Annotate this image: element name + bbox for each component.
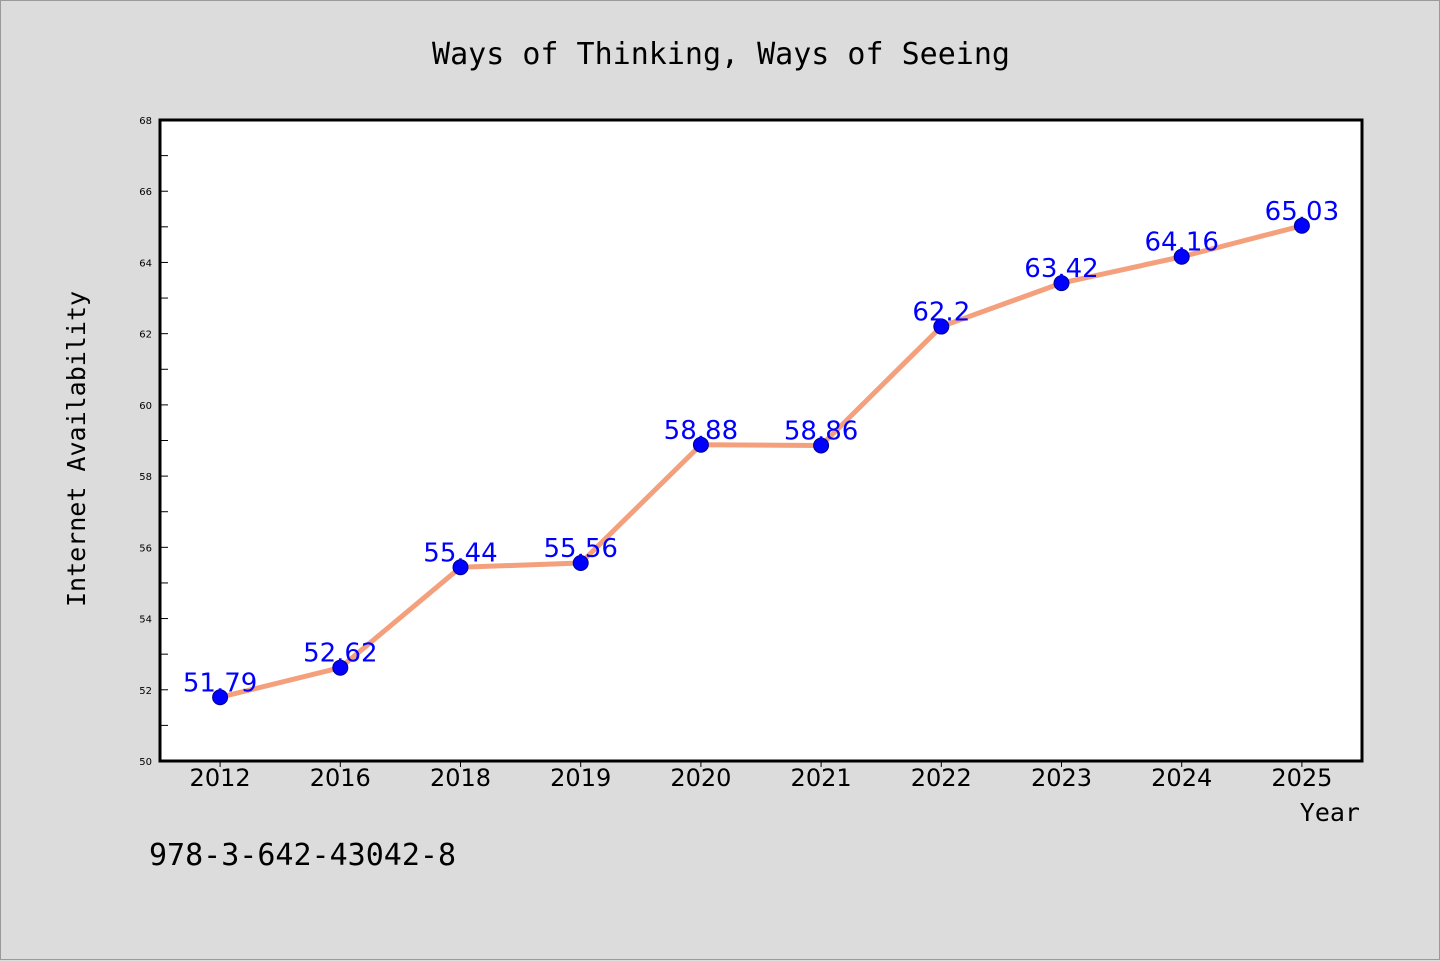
data-label: 52.62 — [303, 639, 377, 669]
chart-title: Ways of Thinking, Ways of Seeing — [432, 37, 1010, 72]
y-tick-label: 52 — [139, 686, 152, 697]
y-tick-label: 62 — [139, 330, 152, 341]
data-label: 51.79 — [183, 668, 257, 698]
data-point — [1173, 248, 1190, 265]
y-tick-label: 54 — [139, 615, 152, 626]
x-tick-label: 2012 — [190, 764, 251, 792]
x-axis-title: Year — [1300, 798, 1360, 827]
x-tick-label: 2024 — [1151, 764, 1212, 792]
y-tick-label: 64 — [139, 258, 152, 269]
data-label: 63.42 — [1024, 254, 1098, 284]
x-tick-label: 2025 — [1271, 764, 1332, 792]
data-point — [572, 555, 589, 572]
data-point — [813, 437, 830, 454]
data-point — [933, 318, 950, 335]
data-point — [1293, 217, 1310, 234]
data-label: 58.88 — [664, 416, 738, 446]
data-point — [452, 559, 469, 576]
data-label-group: 51.79 52.62 55.44 55.56 58.88 58.86 62.2 63.42 6… — [183, 197, 1339, 698]
data-point — [212, 689, 229, 706]
footnote-isbn: 978-3-642-43042-8 — [149, 838, 456, 873]
x-tick-label: 2022 — [911, 764, 972, 792]
y-tick-label: 58 — [139, 472, 152, 483]
y-tick-label: 68 — [139, 116, 152, 127]
y-axis: 50 52 54 56 58 60 62 64 66 68 — [139, 116, 168, 768]
y-tick-label: 66 — [139, 187, 152, 198]
x-tick-label: 2016 — [310, 764, 371, 792]
data-point — [332, 659, 349, 676]
series-line — [219, 223, 1303, 700]
data-label: 64.16 — [1144, 228, 1218, 258]
y-tick-label: 60 — [139, 401, 152, 412]
x-tick-label: 2018 — [430, 764, 491, 792]
data-label: 55.44 — [423, 538, 497, 568]
x-axis: 2012 2016 2018 2019 2020 2021 2022 2023 2024 2025 — [190, 761, 1332, 792]
series-line-group — [212, 217, 1310, 706]
data-point — [692, 436, 709, 453]
data-point — [1053, 275, 1070, 292]
y-tick-label: 56 — [139, 543, 152, 554]
x-tick-label: 2020 — [670, 764, 731, 792]
data-label: 65.03 — [1265, 197, 1339, 227]
y-axis-title: Internet Availability — [62, 291, 91, 607]
x-tick-label: 2023 — [1031, 764, 1092, 792]
y-tick-label: 50 — [139, 757, 152, 768]
data-label: 62.2 — [912, 298, 970, 328]
data-label: 58.86 — [784, 416, 858, 446]
data-label: 55.56 — [543, 534, 617, 564]
x-tick-label: 2019 — [550, 764, 611, 792]
x-tick-label: 2021 — [791, 764, 852, 792]
